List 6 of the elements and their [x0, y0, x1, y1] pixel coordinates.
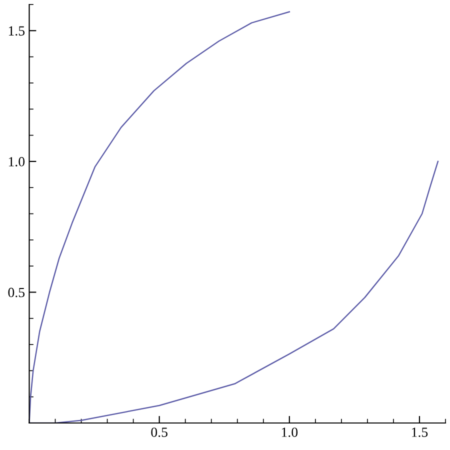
y-tick-label: 0.5: [8, 288, 25, 298]
x-tick-label: 1.0: [282, 428, 298, 437]
y-tick-label: 1.5: [8, 26, 25, 36]
x-tick-label: 0.5: [151, 428, 168, 437]
y-tick-label: 1.0: [8, 157, 25, 166]
x-tick-label: 1.5: [412, 428, 428, 437]
